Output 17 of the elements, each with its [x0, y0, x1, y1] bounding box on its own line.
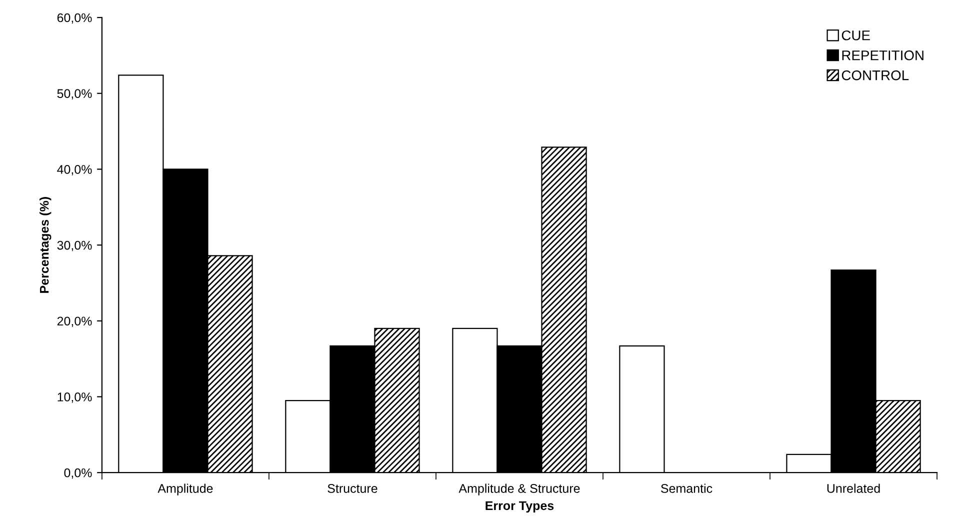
legend-label: REPETITION: [842, 50, 924, 60]
legend-label: CONTROL: [842, 70, 909, 80]
y-tick-label: 0,0%: [64, 468, 92, 479]
y-tick-label: 40,0%: [57, 165, 92, 176]
y-axis-title: Percentages (%): [40, 197, 52, 293]
x-tick-label: Amplitude: [158, 484, 213, 496]
y-tick-label: 60,0%: [57, 13, 92, 24]
x-axis-title: Error Types: [486, 501, 554, 513]
y-tick-label: 10,0%: [58, 392, 92, 403]
x-tick-label: Structure: [328, 484, 378, 493]
legend-label: CUE: [842, 30, 870, 40]
y-tick-label: 50,0%: [57, 89, 92, 100]
y-tick-label: 20,0%: [57, 316, 92, 328]
x-tick-label: Semantic: [661, 484, 712, 493]
x-tick-label: Unrelated: [827, 484, 880, 493]
x-tick-label: Amplitude & Structure: [458, 484, 580, 496]
y-tick-label: 30,0%: [57, 240, 92, 252]
